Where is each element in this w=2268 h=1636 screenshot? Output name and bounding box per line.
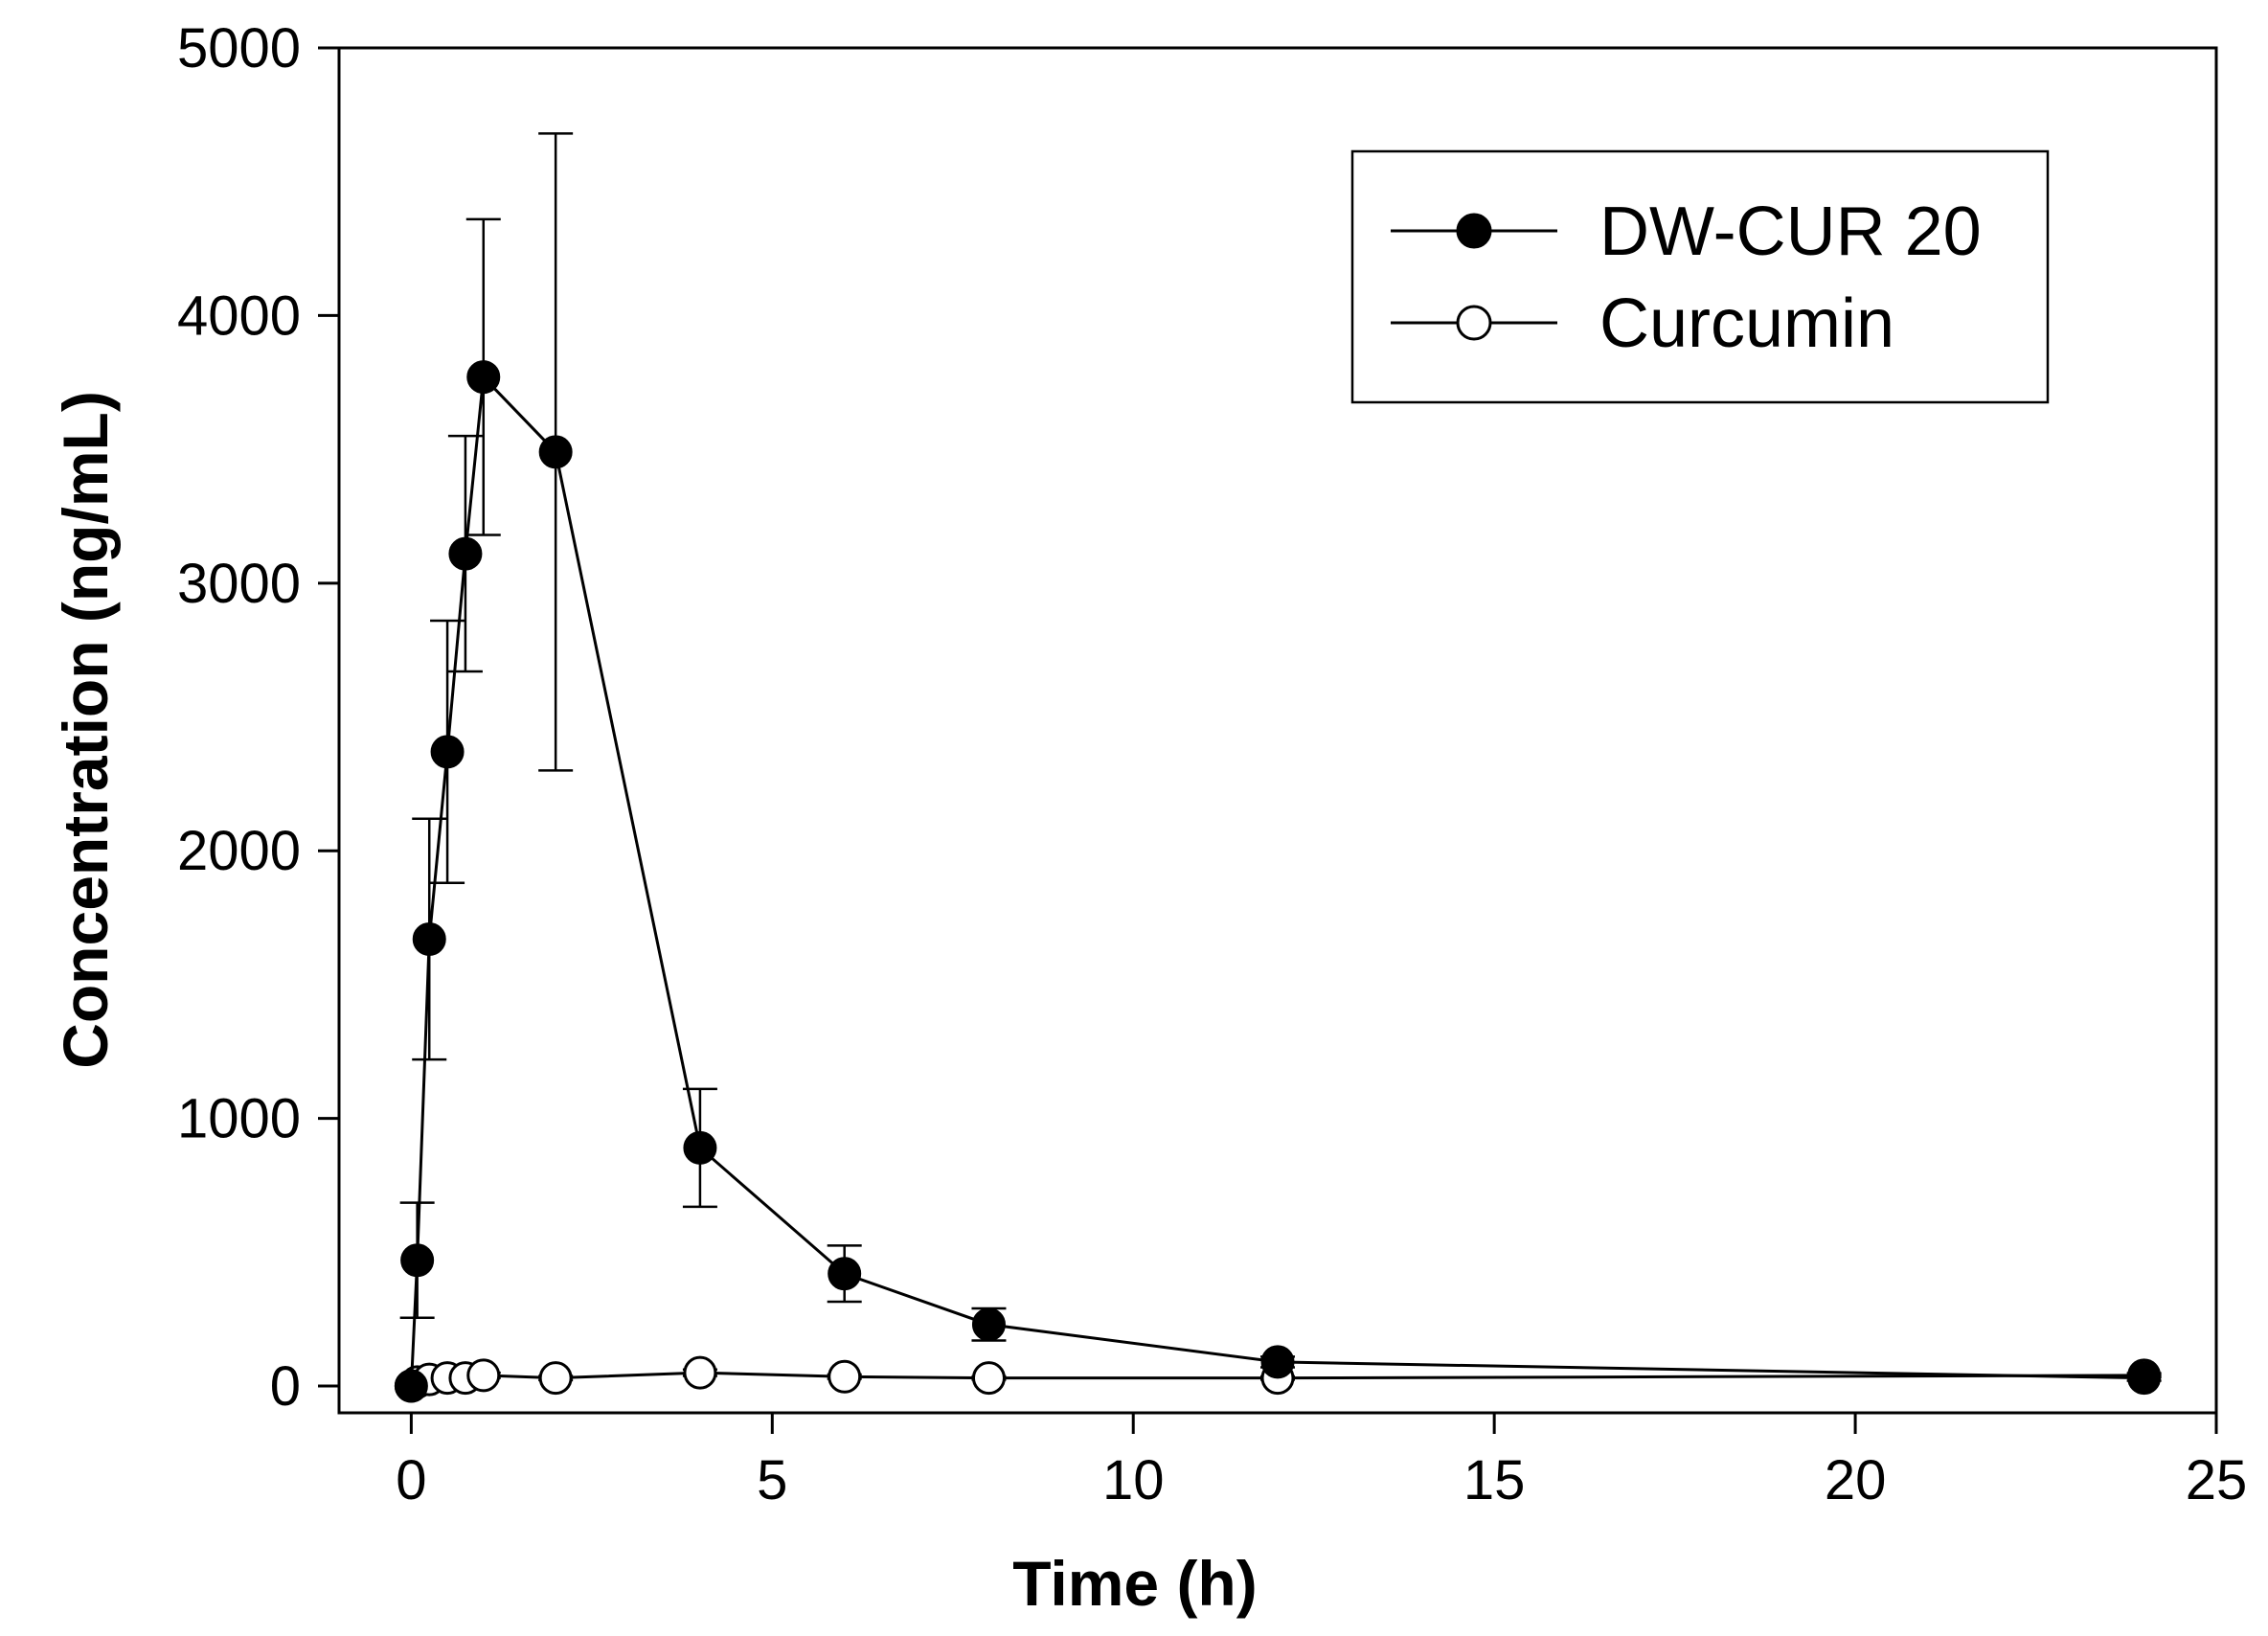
data-point-dw-cur-20 [2127,1361,2162,1396]
y-tick-label: 5000 [177,17,301,80]
y-tick-label: 0 [270,1355,301,1418]
x-axis-title: Time (h) [1012,1548,1257,1619]
legend: DW-CUR 20 Curcumin [1350,149,2050,404]
data-point-dw-cur-20 [394,1369,428,1403]
series-line-dw-cur-20 [409,374,2144,1387]
y-tick-label: 1000 [177,1088,301,1150]
y-tick-label: 2000 [177,820,301,882]
data-point-dw-cur-20 [412,921,446,956]
legend-box [1350,149,2050,404]
x-tick-label: 25 [2186,1449,2248,1511]
data-point-dw-cur-20 [828,1257,862,1291]
data-point-curcumin [683,1355,717,1390]
y-tick-label: 3000 [177,553,301,615]
y-tick-label: 4000 [177,284,301,347]
legend-marker-curcumin [1456,305,1492,341]
data-point-dw-cur-20 [971,1307,1006,1342]
legend-label-dw-cur-20: DW-CUR 20 [1599,193,1982,270]
data-point-curcumin [971,1361,1006,1396]
series-layer [394,132,2162,1403]
data-point-curcumin [828,1359,862,1394]
plot-frame [337,46,2218,1415]
legend-marker-dw-cur-20 [1456,213,1492,249]
data-point-curcumin [466,1358,501,1393]
data-point-dw-cur-20 [400,1243,435,1278]
x-axis: 0 5 10 15 20 25 [396,1413,2247,1511]
data-point-dw-cur-20 [1260,1345,1295,1379]
data-point-dw-cur-20 [538,435,573,469]
x-tick-label: 15 [1463,1449,1526,1511]
data-point-dw-cur-20 [448,536,483,571]
data-point-dw-cur-20 [466,360,501,395]
y-axis: 0 1000 2000 3000 4000 5000 [177,17,339,1418]
x-tick-label: 5 [757,1449,787,1511]
legend-label-curcumin: Curcumin [1599,285,1894,362]
data-point-dw-cur-20 [683,1130,717,1165]
data-point-dw-cur-20 [430,735,465,769]
x-tick-label: 10 [1102,1449,1165,1511]
y-axis-title: Concentration (ng/mL) [50,391,121,1069]
x-tick-label: 0 [396,1449,426,1511]
x-tick-label: 20 [1825,1449,1887,1511]
data-point-curcumin [538,1361,573,1396]
